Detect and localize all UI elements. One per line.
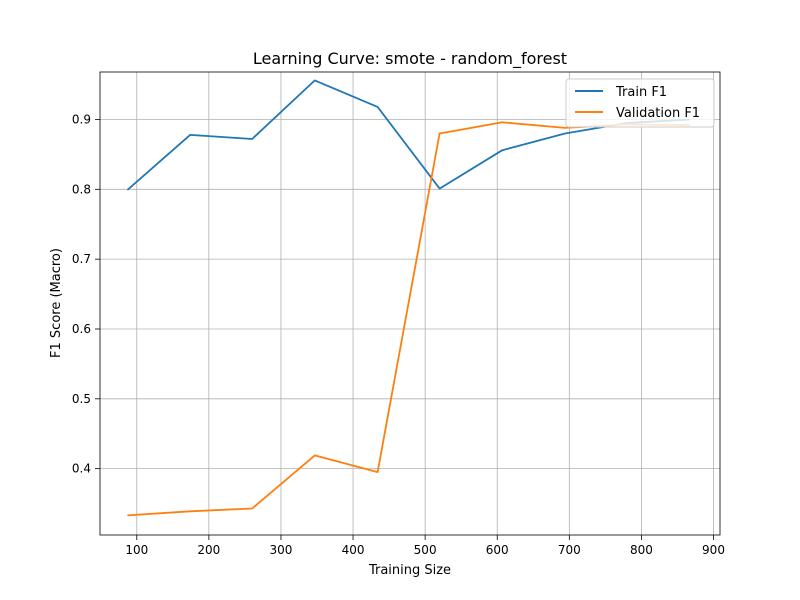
chart-title: Learning Curve: smote - random_forest [253,49,567,69]
legend-label-validation-f1: Validation F1 [616,106,700,121]
series-line-train-f1 [126,79,690,191]
x-tick-label: 400 [342,543,365,557]
legend-label-train-f1: Train F1 [615,85,667,100]
y-tick-label: 0.5 [72,392,91,406]
x-axis-label: Training Size [368,563,451,578]
plot-frame [99,71,721,536]
y-tick-label: 0.9 [72,112,91,126]
x-tick-label: 900 [702,543,725,557]
y-tick-label: 0.8 [72,182,91,196]
y-tick-label: 0.4 [72,462,91,476]
x-tick-label: 300 [270,543,293,557]
y-axis-label: F1 Score (Macro) [49,248,64,358]
y-tick-label: 0.7 [72,252,91,266]
axis-ticks: 100 200 300 400 500 600 700 800 900 0.4 0.5 0.6 0.7 0… [72,112,725,557]
x-tick-label: 500 [414,543,437,557]
grid [100,72,720,535]
legend: Train F1 Validation F1 [565,78,715,128]
x-tick-label: 800 [630,543,653,557]
x-tick-label: 200 [197,543,220,557]
x-tick-label: 600 [486,543,509,557]
x-tick-label: 700 [558,543,581,557]
x-tick-label: 100 [125,543,148,557]
y-tick-label: 0.6 [72,322,91,336]
